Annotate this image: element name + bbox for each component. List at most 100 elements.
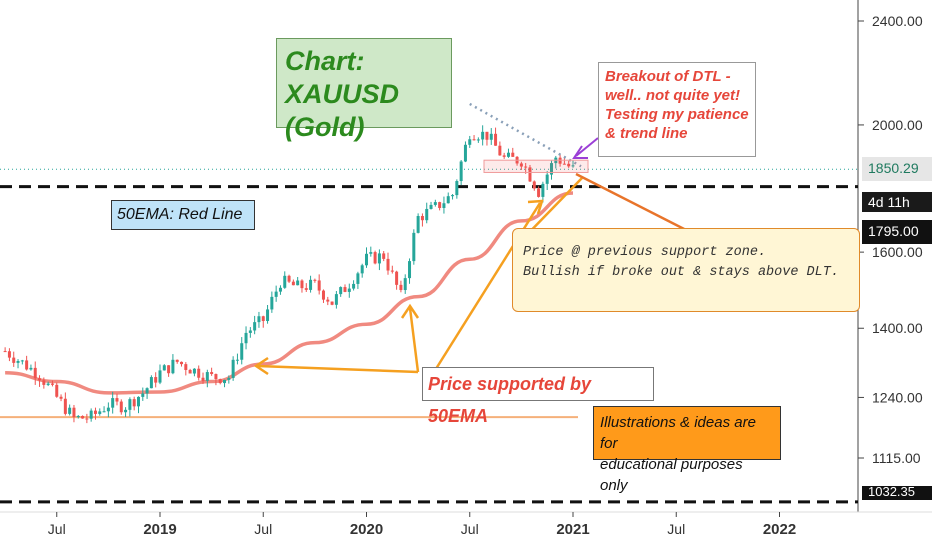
candle-body [240, 343, 244, 360]
candle-body [270, 296, 274, 310]
candle-body [214, 374, 218, 380]
candle-body [197, 368, 201, 378]
support-level-tag: 1795.00 [862, 220, 932, 244]
candle-body [141, 393, 145, 397]
candle-body [25, 360, 29, 370]
bar-countdown-value: 4d 11h [868, 194, 910, 210]
candle-body [330, 301, 334, 305]
dtl-note-box[interactable]: Breakout of DTL - well.. not quite yet! … [598, 62, 756, 157]
candle-body [399, 284, 403, 291]
candle-body [231, 359, 235, 378]
chart-title-box[interactable]: Chart: XAUUSD (Gold) [276, 38, 452, 142]
candle-body [326, 299, 330, 302]
candle-body [248, 330, 252, 333]
support-note-box[interactable]: Price @ previous support zone. Bullish i… [512, 228, 860, 312]
ema-support-note-box[interactable]: Price supported by 50EMA [422, 367, 654, 426]
disclaimer-box[interactable]: Illustrations & ideas are for educationa… [593, 406, 781, 494]
candle-body [425, 208, 429, 221]
candle-body [352, 283, 356, 289]
candle-body [369, 252, 373, 254]
candle-body [334, 294, 338, 305]
ema-label-text: 50EMA: Red Line [117, 206, 243, 223]
ema-label-box[interactable]: 50EMA: Red Line [111, 200, 255, 230]
time-tick-label: Jul [254, 521, 272, 537]
candle-body [188, 369, 192, 374]
support-note-line-2: Bullish if broke out & stays above DLT. [523, 265, 839, 280]
candle-body [433, 202, 437, 205]
candle-body [3, 351, 7, 353]
candle-body [476, 139, 480, 141]
chart-title-line-2: (Gold) [285, 112, 365, 142]
candle-body [455, 181, 459, 196]
candle-body [537, 188, 541, 197]
candle-body [412, 232, 416, 262]
ema-support-arrow-2 [408, 307, 420, 373]
candle-body [111, 398, 115, 408]
candle-body [562, 163, 566, 165]
candle-body [210, 372, 214, 375]
candle-body [390, 270, 394, 272]
support-level-value: 1795.00 [868, 223, 919, 239]
candle-body [205, 372, 209, 381]
candle-body [446, 196, 450, 204]
candle-body [55, 384, 59, 397]
candle-body [438, 202, 442, 208]
candle-body [485, 131, 489, 140]
arrowhead-1 [253, 356, 269, 376]
candle-body [321, 290, 325, 300]
candle-body [317, 280, 321, 291]
candle-body [16, 361, 20, 363]
candle-body [278, 287, 282, 292]
candle-body [106, 407, 110, 412]
candle-body [253, 322, 257, 331]
price-tick-label: 2000.00 [872, 117, 923, 133]
dtl-pointer-arrowhead [572, 145, 588, 159]
candle-body [489, 133, 493, 140]
candle-body [184, 364, 188, 370]
disclaimer-line-1: Illustrations & ideas are for [600, 414, 756, 452]
candle-body [459, 161, 463, 182]
candle-body [201, 377, 205, 381]
consolidation-zone [483, 159, 589, 173]
candle-body [38, 378, 42, 381]
candle-body [287, 275, 291, 282]
candle-body [29, 367, 33, 370]
candle-body [347, 288, 351, 292]
candle-body [309, 279, 313, 290]
candle-body [339, 287, 343, 295]
candle-body [532, 181, 536, 189]
candle-body [451, 195, 455, 197]
candle-body [571, 165, 575, 167]
candle-body [296, 280, 300, 286]
last-price-value: 1850.29 [868, 160, 919, 176]
candle-body [76, 415, 80, 418]
price-tick-label: 1240.00 [872, 389, 923, 405]
candle-body [567, 163, 571, 167]
candle-body [12, 357, 16, 363]
time-tick-label: Jul [48, 521, 66, 537]
price-tick-label: 1115.00 [872, 450, 921, 466]
candle-body [59, 396, 63, 399]
candle-body [395, 271, 399, 285]
candle-body [20, 360, 24, 362]
candle-body [33, 367, 37, 379]
price-tick-label: 1400.00 [872, 320, 923, 336]
candle-body [81, 415, 85, 419]
candle-body [365, 253, 368, 266]
candle-body [115, 398, 119, 402]
candle-body [68, 407, 72, 414]
arrowhead-3 [527, 199, 544, 215]
candle-body [154, 377, 158, 383]
candle-body [377, 253, 381, 264]
candle-body [502, 155, 506, 157]
candle-body [403, 278, 407, 291]
candle-body [145, 388, 149, 394]
time-tick-label: 2021 [556, 521, 589, 538]
candle-body [528, 167, 532, 182]
candle-body [89, 410, 93, 419]
candle-body [162, 365, 166, 371]
candle-body [180, 361, 184, 365]
candle-body [420, 216, 424, 221]
candle-body [274, 291, 278, 297]
price-tick-label: 1600.00 [872, 244, 923, 260]
